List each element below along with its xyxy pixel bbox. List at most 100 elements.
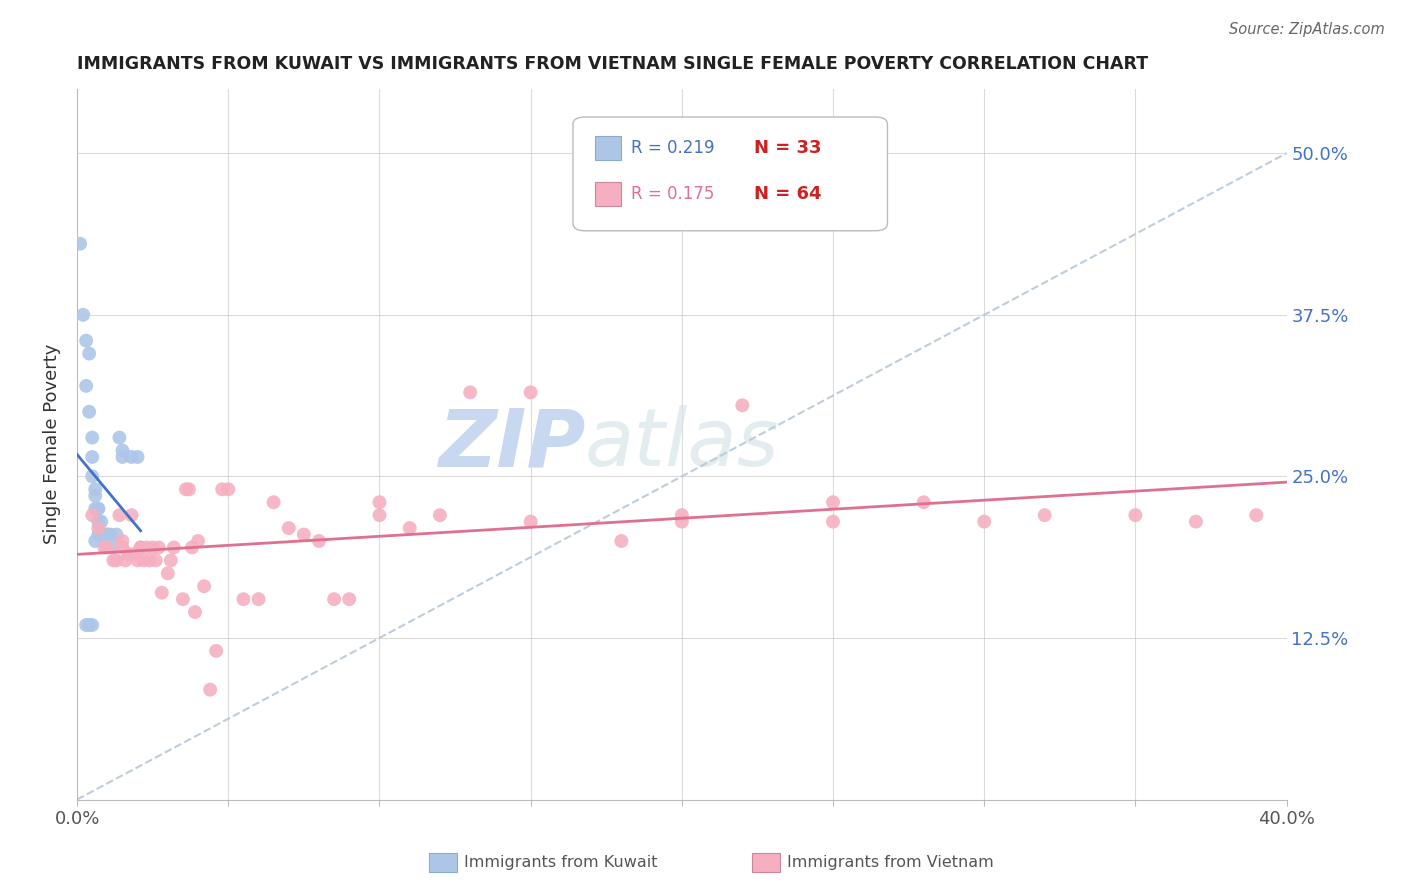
Point (77, 618, 100, 632)
Point (84, 501, 107, 516)
Point (187, 534, 209, 549)
Point (77, 405, 100, 419)
Text: ZIP: ZIP (437, 405, 585, 483)
Point (912, 495, 935, 509)
Point (93, 527, 115, 541)
Point (398, 521, 420, 535)
Point (308, 534, 330, 549)
Point (121, 508, 143, 523)
Point (129, 541, 152, 555)
Point (108, 431, 131, 445)
Point (232, 592, 254, 607)
Point (84, 534, 107, 549)
Point (368, 508, 391, 523)
Text: Immigrants from Vietnam: Immigrants from Vietnam (787, 855, 994, 870)
Point (93, 541, 115, 555)
FancyBboxPatch shape (574, 117, 887, 231)
Point (103, 553, 125, 567)
Point (184, 605, 207, 619)
Point (205, 644, 228, 658)
Point (163, 541, 186, 555)
Point (519, 385, 541, 400)
Point (973, 515, 995, 529)
Point (96, 527, 118, 541)
Point (127, 450, 149, 464)
Point (198, 682, 221, 697)
Point (84, 489, 107, 503)
Point (117, 547, 139, 561)
Point (135, 541, 157, 555)
Point (368, 495, 391, 509)
Point (277, 521, 299, 535)
Point (87, 501, 110, 516)
Point (172, 592, 194, 607)
Point (127, 553, 149, 567)
Point (323, 592, 346, 607)
Point (82, 618, 104, 632)
Text: R = 0.175: R = 0.175 (631, 185, 714, 202)
Point (159, 553, 181, 567)
Point (84, 483, 107, 497)
Point (193, 579, 215, 593)
Y-axis label: Single Female Poverty: Single Female Poverty (44, 344, 60, 544)
Point (105, 553, 128, 567)
Point (731, 398, 754, 412)
Point (82, 469, 104, 483)
Point (821, 495, 844, 509)
Point (211, 483, 233, 497)
Point (82, 431, 104, 445)
Point (82, 450, 104, 464)
FancyBboxPatch shape (595, 182, 621, 206)
Point (1185, 515, 1208, 529)
Point (103, 541, 125, 555)
Point (111, 541, 134, 555)
Point (142, 541, 165, 555)
Point (75, 618, 97, 632)
Point (519, 515, 541, 529)
Point (145, 553, 167, 567)
Point (90, 527, 112, 541)
Point (82, 508, 104, 523)
Point (108, 508, 131, 523)
Point (75, 379, 97, 393)
Point (87, 521, 110, 535)
Point (87, 515, 110, 529)
Point (121, 450, 143, 464)
Point (90, 515, 112, 529)
Text: IMMIGRANTS FROM KUWAIT VS IMMIGRANTS FROM VIETNAM SINGLE FEMALE POVERTY CORRELAT: IMMIGRANTS FROM KUWAIT VS IMMIGRANTS FRO… (77, 55, 1149, 73)
Point (1246, 508, 1268, 523)
Point (337, 592, 360, 607)
Point (77, 346, 100, 360)
Point (174, 483, 197, 497)
Point (111, 450, 134, 464)
Point (105, 527, 128, 541)
Text: Source: ZipAtlas.com: Source: ZipAtlas.com (1229, 22, 1385, 37)
Point (150, 585, 173, 599)
Point (263, 495, 285, 509)
Point (458, 385, 481, 400)
Point (96, 541, 118, 555)
Point (132, 553, 155, 567)
Text: N = 33: N = 33 (755, 138, 823, 157)
Point (111, 534, 134, 549)
Point (181, 541, 204, 555)
Point (610, 534, 633, 549)
Text: R = 0.219: R = 0.219 (631, 138, 714, 157)
Point (87, 501, 110, 516)
Text: atlas: atlas (585, 405, 780, 483)
Point (177, 483, 200, 497)
Point (429, 508, 451, 523)
Point (247, 592, 270, 607)
Point (138, 553, 160, 567)
Point (87, 527, 110, 541)
Point (75, 334, 97, 348)
Point (292, 527, 315, 541)
Point (129, 541, 152, 555)
Point (124, 547, 146, 561)
Point (156, 566, 179, 581)
Point (671, 508, 693, 523)
Point (72, 308, 94, 322)
Point (1033, 508, 1056, 523)
Point (821, 515, 844, 529)
Point (1125, 508, 1147, 523)
